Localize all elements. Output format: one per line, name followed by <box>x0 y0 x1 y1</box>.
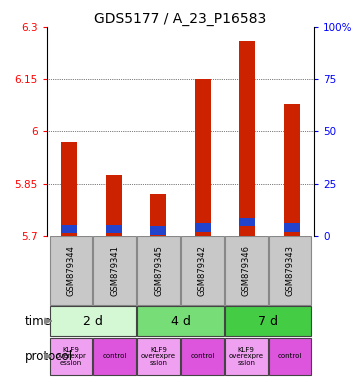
Bar <box>49 306 136 336</box>
Bar <box>137 236 180 305</box>
Text: GSM879344: GSM879344 <box>66 245 75 296</box>
Text: 7 d: 7 d <box>258 314 278 328</box>
Text: protocol: protocol <box>25 350 73 363</box>
Bar <box>137 338 180 375</box>
Bar <box>137 306 224 336</box>
Text: KLF9
overexpre
ssion: KLF9 overexpre ssion <box>141 347 176 366</box>
Text: GSM879341: GSM879341 <box>110 245 119 296</box>
Text: GSM879343: GSM879343 <box>286 245 295 296</box>
Bar <box>151 194 166 236</box>
Bar <box>93 236 136 305</box>
Text: 2 d: 2 d <box>83 314 103 328</box>
Text: 4 d: 4 d <box>170 314 191 328</box>
Bar <box>284 223 300 232</box>
Text: control: control <box>190 353 214 359</box>
Bar <box>225 306 312 336</box>
Bar <box>269 338 312 375</box>
Bar <box>195 79 210 236</box>
Bar <box>239 41 255 236</box>
Title: GDS5177 / A_23_P16583: GDS5177 / A_23_P16583 <box>94 12 267 26</box>
Bar <box>195 223 210 232</box>
Bar <box>61 225 77 233</box>
Text: control: control <box>103 353 127 359</box>
Text: time: time <box>25 314 52 328</box>
Bar <box>181 236 224 305</box>
Bar <box>49 338 92 375</box>
Bar <box>181 338 224 375</box>
Bar <box>106 225 122 233</box>
Bar <box>151 227 166 235</box>
Bar <box>239 218 255 227</box>
Bar <box>49 236 92 305</box>
Text: GSM879346: GSM879346 <box>242 245 251 296</box>
Bar <box>225 338 268 375</box>
Text: KLF9
overexpr
ession: KLF9 overexpr ession <box>56 347 86 366</box>
Bar <box>93 338 136 375</box>
Bar <box>225 236 268 305</box>
Bar <box>61 142 77 236</box>
Bar <box>106 175 122 236</box>
Text: GSM879345: GSM879345 <box>154 245 163 296</box>
Bar <box>284 104 300 236</box>
Bar <box>269 236 312 305</box>
Text: GSM879342: GSM879342 <box>198 245 207 296</box>
Text: control: control <box>278 353 302 359</box>
Text: KLF9
overexpre
ssion: KLF9 overexpre ssion <box>229 347 264 366</box>
